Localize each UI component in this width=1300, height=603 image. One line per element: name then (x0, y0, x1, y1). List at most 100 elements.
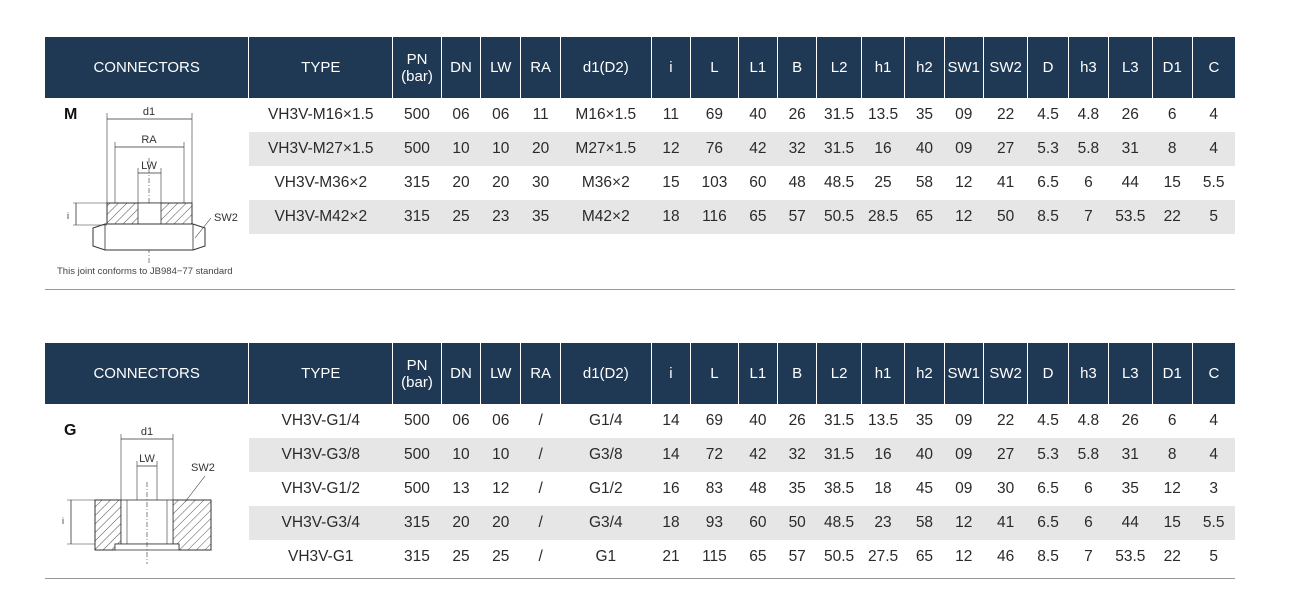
value-cell: / (520, 506, 561, 540)
header-i: i (650, 343, 691, 404)
value-cell: 500 (404, 480, 430, 497)
value-cell: 4 (1192, 132, 1235, 166)
value-cell: 31.5 (824, 412, 855, 429)
value-cell: / (538, 548, 543, 565)
value-cell: 103 (701, 174, 728, 191)
value-cell: 35 (1121, 480, 1139, 497)
value-cell: 45 (915, 480, 934, 497)
table-row: VH3V-G3/4 315 20 20/G3/4 18 93 60 50 48.5 23 58 12 4… (45, 506, 1235, 540)
table-row: VH3V-G1/2 500 13 12 / G1/2 16 83 48 35 38.5 18 45 09 3… (45, 472, 1235, 506)
value-cell: 14 (662, 412, 680, 429)
dim-lw-label: LW (141, 160, 157, 172)
value-cell: 7 (1068, 200, 1109, 234)
type-cell: VH3V-M42×2 (248, 200, 393, 234)
value-cell: 31 (1108, 132, 1153, 166)
header-pn: PN (bar) (392, 343, 442, 404)
header-l3: L3 (1108, 37, 1153, 98)
value-cell: 500 (404, 106, 430, 123)
value-cell: 26 (788, 106, 806, 123)
value-cell: 315 (392, 506, 442, 540)
value-cell: 10 (480, 438, 521, 472)
value-cell: 6 (1084, 174, 1093, 191)
value-cell: 15 (1163, 174, 1181, 191)
value-cell: 20 (452, 174, 470, 191)
value-cell: 8.5 (1037, 548, 1059, 565)
value-cell: 25 (874, 174, 892, 191)
header-connectors: CONNECTORS (45, 37, 249, 98)
value-cell: 6.5 (1037, 174, 1059, 191)
value-cell: 6.5 (1037, 480, 1059, 497)
header-h3: h3 (1067, 343, 1109, 404)
header-h1: h1 (860, 343, 905, 404)
value-cell: 16 (662, 480, 680, 497)
value-cell: M27×1.5 (560, 132, 652, 166)
value-cell: 26 (1121, 412, 1139, 429)
header-type: TYPE (248, 343, 393, 404)
table-header-row: CONNECTORS TYPE PN (bar) DN LW RA d1(D2) … (45, 37, 1235, 98)
value-cell: 65 (749, 548, 767, 565)
header-connectors: CONNECTORS (45, 343, 249, 404)
dim-lw-label: LW (139, 453, 155, 465)
value-cell: G1 (595, 548, 617, 565)
value-cell: G3/4 (560, 506, 652, 540)
value-cell: 20 (492, 174, 510, 191)
value-cell: 12 (955, 174, 973, 191)
header-l1: L1 (737, 37, 778, 98)
value-cell: 35 (520, 200, 561, 234)
value-cell: 21 (662, 548, 680, 565)
type-cell: VH3V-G1/2 (281, 480, 360, 497)
value-cell: 22 (997, 412, 1015, 429)
type-cell: VH3V-G3/8 (248, 438, 393, 472)
value-cell: 4 (1209, 106, 1218, 123)
value-cell: 25 (492, 548, 510, 565)
value-cell: 65 (904, 200, 945, 234)
header-h2: h2 (904, 37, 945, 98)
header-pn-line2: (bar) (401, 67, 433, 85)
value-cell: 6.5 (1027, 506, 1069, 540)
value-cell: 65 (738, 200, 778, 234)
value-cell: 44 (1121, 174, 1139, 191)
table-row: VH3V-M42×2 315 25 23 35 M42×2 18 116 65 57 50.5 28.… (45, 200, 1235, 234)
header-l2: L2 (816, 37, 862, 98)
header-d1-d2: d1(D2) (559, 37, 652, 98)
value-cell: 26 (788, 412, 806, 429)
header-d1: D1 (1151, 37, 1193, 98)
value-cell: 4.8 (1077, 412, 1100, 429)
header-type: TYPE (248, 37, 393, 98)
value-cell: 27 (983, 132, 1028, 166)
value-cell: 50 (983, 200, 1028, 234)
header-ra: RA (520, 343, 561, 404)
value-cell: 18 (651, 506, 691, 540)
header-pn: PN (bar) (392, 37, 442, 98)
type-cell: VH3V-M16×1.5 (267, 106, 374, 123)
value-cell: 31.5 (816, 438, 862, 472)
value-cell: 12 (1163, 480, 1181, 497)
value-cell: 41 (997, 174, 1015, 191)
value-cell: 5.8 (1068, 132, 1109, 166)
value-cell: 315 (404, 174, 430, 191)
value-cell: 4 (1192, 438, 1235, 472)
value-cell: 14 (651, 438, 691, 472)
value-cell: 8 (1152, 438, 1193, 472)
value-cell: 72 (690, 438, 739, 472)
value-cell: 50.5 (824, 548, 855, 565)
value-cell: 31.5 (816, 132, 862, 166)
value-cell: 32 (777, 132, 817, 166)
value-cell: 57 (788, 548, 806, 565)
value-cell: 27 (983, 438, 1028, 472)
value-cell: 6 (1084, 480, 1093, 497)
header-pn-line1: PN (406, 356, 428, 374)
value-cell: 18 (651, 200, 691, 234)
value-cell: 5.3 (1027, 132, 1069, 166)
value-cell: 12 (492, 480, 510, 497)
value-cell: 6 (1167, 106, 1177, 123)
value-cell: 32 (777, 438, 817, 472)
header-h1: h1 (860, 37, 905, 98)
table-header-row: CONNECTORS TYPE PN (bar) DN LW RA d1(D2) … (45, 343, 1235, 404)
value-cell: / (538, 480, 543, 497)
value-cell: / (520, 438, 561, 472)
value-cell: 116 (690, 200, 739, 234)
header-c: C (1191, 37, 1235, 98)
value-cell: 40 (749, 412, 767, 429)
value-cell: 16 (861, 132, 905, 166)
